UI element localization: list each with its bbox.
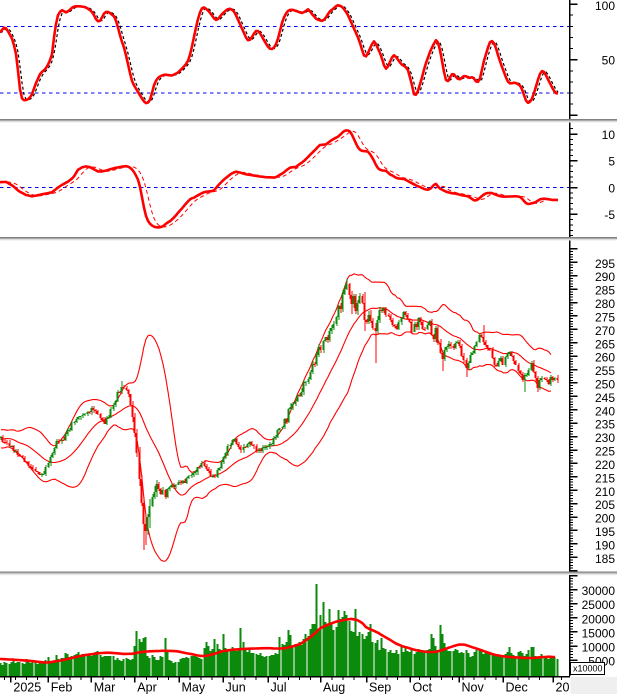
svg-text:100: 100	[595, 0, 615, 13]
svg-text:270: 270	[595, 324, 615, 338]
svg-text:5: 5	[608, 155, 615, 169]
svg-text:Apr: Apr	[137, 681, 156, 694]
svg-text:210: 210	[595, 485, 615, 499]
svg-text:245: 245	[595, 391, 615, 405]
svg-text:225: 225	[595, 445, 615, 459]
svg-text:255: 255	[595, 364, 615, 378]
svg-text:50: 50	[602, 54, 616, 68]
svg-text:205: 205	[595, 498, 615, 512]
svg-text:Feb: Feb	[51, 681, 73, 694]
svg-text:Sep: Sep	[369, 681, 391, 694]
svg-text:Oct: Oct	[413, 681, 433, 694]
svg-text:185: 185	[595, 552, 615, 566]
svg-text:May: May	[182, 681, 206, 694]
svg-text:10: 10	[602, 128, 616, 142]
svg-text:195: 195	[595, 525, 615, 539]
svg-text:250: 250	[595, 378, 615, 392]
svg-text:20: 20	[556, 681, 570, 694]
svg-text:2025: 2025	[13, 681, 41, 694]
svg-text:200: 200	[595, 512, 615, 526]
svg-text:265: 265	[595, 337, 615, 351]
svg-text:285: 285	[595, 284, 615, 298]
svg-text:x10000: x10000	[573, 664, 603, 674]
svg-text:295: 295	[595, 257, 615, 271]
svg-text:220: 220	[595, 458, 615, 472]
svg-text:Nov: Nov	[462, 681, 485, 694]
svg-text:10000: 10000	[582, 641, 616, 655]
svg-text:Jun: Jun	[226, 681, 246, 694]
svg-text:20000: 20000	[582, 612, 616, 626]
svg-text:275: 275	[595, 310, 615, 324]
svg-text:25000: 25000	[582, 598, 616, 612]
svg-text:-5: -5	[604, 208, 615, 222]
svg-text:30000: 30000	[582, 584, 616, 598]
svg-text:280: 280	[595, 297, 615, 311]
svg-text:215: 215	[595, 471, 615, 485]
svg-text:Mar: Mar	[94, 681, 116, 694]
svg-text:235: 235	[595, 418, 615, 432]
svg-text:Dec: Dec	[506, 681, 528, 694]
svg-text:15000: 15000	[582, 626, 616, 640]
svg-text:0: 0	[608, 181, 615, 195]
svg-text:260: 260	[595, 351, 615, 365]
svg-text:290: 290	[595, 270, 615, 284]
svg-text:240: 240	[595, 404, 615, 418]
svg-text:190: 190	[595, 538, 615, 552]
svg-text:Jul: Jul	[271, 681, 287, 694]
svg-text:230: 230	[595, 431, 615, 445]
svg-text:Aug: Aug	[323, 681, 345, 694]
